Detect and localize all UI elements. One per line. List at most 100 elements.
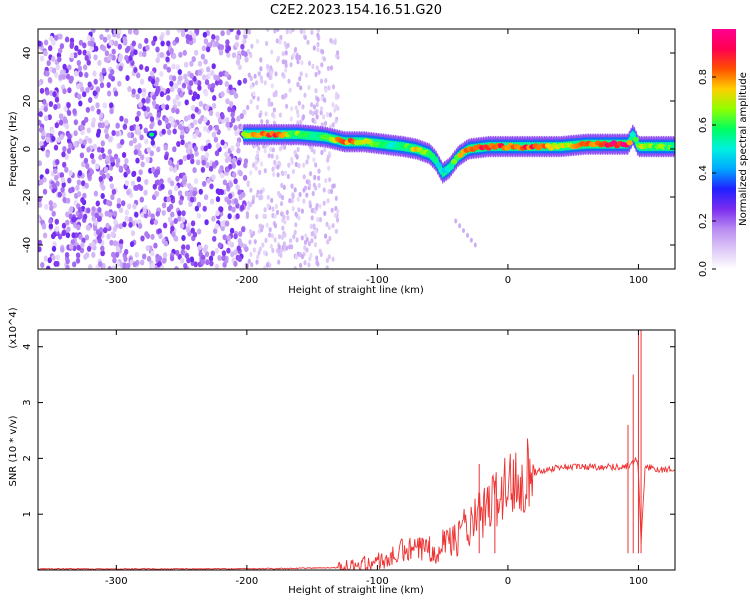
noise-speckle <box>42 98 47 105</box>
noise-speckle <box>152 35 158 42</box>
noise-speckle <box>86 127 92 134</box>
noise-speckle <box>327 188 331 195</box>
noise-speckle <box>227 106 232 113</box>
noise-speckle <box>97 122 103 129</box>
noise-speckle <box>74 45 79 52</box>
noise-speckle <box>142 208 147 215</box>
noise-speckle <box>210 82 216 89</box>
noise-speckle <box>80 242 85 248</box>
noise-speckle <box>284 50 288 56</box>
noise-speckle <box>249 99 253 105</box>
noise-speckle <box>118 65 123 72</box>
noise-speckle <box>53 144 59 151</box>
noise-speckle <box>224 71 229 78</box>
noise-speckle <box>302 29 306 35</box>
noise-speckle <box>75 257 81 264</box>
noise-speckle <box>64 166 69 173</box>
y-tick-label: 1 <box>22 511 33 517</box>
noise-speckle <box>164 104 170 111</box>
noise-speckle <box>241 226 246 233</box>
noise-speckle <box>244 56 249 63</box>
noise-speckle <box>83 64 88 71</box>
noise-speckle <box>330 207 334 213</box>
noise-speckle <box>119 115 124 122</box>
noise-speckle <box>93 78 98 85</box>
noise-speckle <box>297 100 301 106</box>
noise-speckle <box>110 194 115 201</box>
noise-speckle <box>124 209 129 216</box>
noise-speckle <box>203 194 209 201</box>
noise-speckle <box>282 184 286 190</box>
noise-speckle <box>118 207 124 214</box>
noise-speckle <box>229 89 234 96</box>
noise-speckle <box>205 104 210 111</box>
noise-speckle <box>65 219 70 226</box>
noise-speckle <box>319 110 323 116</box>
noise-speckle <box>270 233 274 239</box>
noise-speckle <box>260 224 264 230</box>
noise-speckle <box>62 116 68 123</box>
y-tick-label: 4 <box>22 344 33 350</box>
noise-speckle <box>140 235 145 242</box>
noise-speckle <box>293 229 297 235</box>
noise-speckle <box>184 142 189 149</box>
noise-speckle <box>214 263 219 269</box>
noise-speckle <box>286 42 290 48</box>
noise-speckle <box>314 71 318 78</box>
noise-speckle <box>147 75 153 82</box>
noise-speckle <box>188 201 193 207</box>
noise-speckle <box>123 256 128 262</box>
noise-speckle <box>213 228 218 235</box>
noise-speckle <box>89 153 95 159</box>
noise-speckle <box>267 101 271 107</box>
noise-speckle <box>292 234 296 240</box>
noise-speckle <box>220 30 225 37</box>
noise-speckle <box>132 137 137 144</box>
noise-speckle <box>58 33 63 40</box>
noise-speckle <box>135 157 140 164</box>
noise-speckle <box>270 153 274 159</box>
noise-speckle <box>91 158 96 165</box>
noise-speckle <box>91 206 96 213</box>
noise-speckle <box>277 244 281 250</box>
noise-speckle <box>296 59 300 65</box>
noise-speckle <box>274 203 278 209</box>
noise-speckle <box>208 124 213 131</box>
noise-speckle <box>116 202 122 209</box>
noise-speckle <box>249 170 253 176</box>
noise-speckle <box>249 251 253 257</box>
noise-speckle <box>150 213 155 220</box>
noise-speckle <box>263 80 267 86</box>
noise-speckle <box>115 246 121 252</box>
noise-speckle <box>81 180 86 187</box>
noise-speckle <box>47 257 52 264</box>
noise-speckle <box>236 159 242 166</box>
noise-speckle <box>150 262 156 269</box>
noise-speckle <box>316 217 320 223</box>
noise-speckle <box>287 162 291 168</box>
noise-speckle <box>311 117 315 123</box>
noise-speckle <box>279 201 284 207</box>
noise-speckle <box>38 40 42 47</box>
noise-speckle <box>197 69 203 76</box>
noise-speckle <box>47 114 52 121</box>
noise-speckle <box>473 242 477 248</box>
noise-speckle <box>181 210 186 217</box>
track-point <box>626 140 633 146</box>
noise-speckle <box>99 76 104 83</box>
noise-speckle <box>129 241 135 248</box>
noise-speckle <box>197 84 202 91</box>
noise-speckle <box>333 39 337 45</box>
noise-speckle <box>87 137 93 144</box>
noise-speckle <box>214 40 219 47</box>
noise-speckle <box>270 101 274 107</box>
noise-speckle <box>215 196 221 203</box>
noise-speckle <box>105 155 110 162</box>
noise-speckle <box>290 106 294 112</box>
noise-speckle <box>94 212 100 219</box>
noise-speckle <box>237 79 242 86</box>
noise-speckle <box>129 51 135 57</box>
noise-speckle <box>78 233 83 240</box>
noise-speckle <box>299 85 303 91</box>
noise-speckle <box>137 142 142 149</box>
